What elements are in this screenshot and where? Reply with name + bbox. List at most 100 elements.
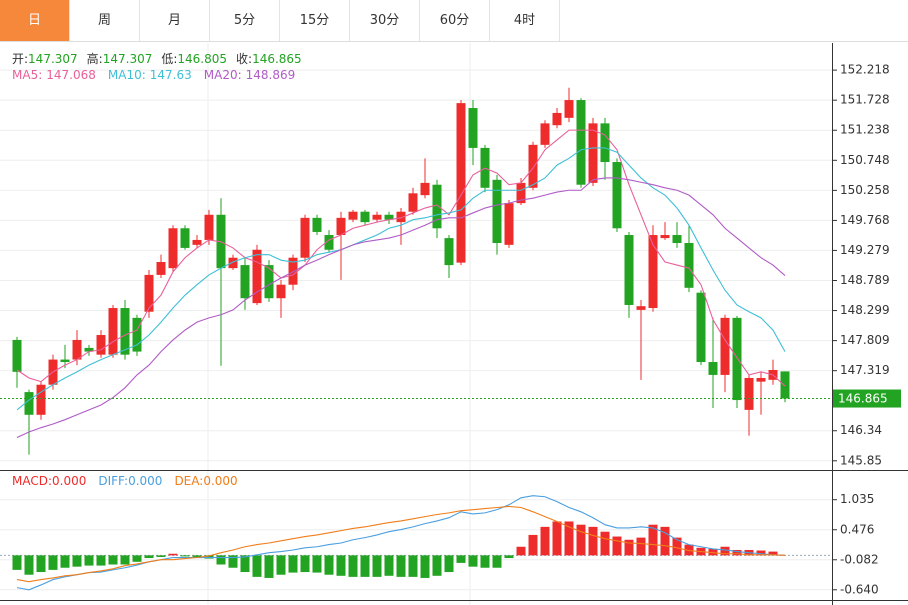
- candle-body: [552, 112, 562, 126]
- candle-body: [204, 214, 214, 240]
- ma-line: [16, 129, 786, 387]
- ma-legend: MA5: 147.068 MA10: 147.63 MA20: 148.869: [12, 68, 307, 82]
- candle-body: [684, 243, 694, 288]
- candle-body: [468, 108, 478, 148]
- macd-bar: [444, 555, 454, 573]
- macd-bar: [564, 521, 574, 556]
- y-tick-label: 151.238: [840, 123, 890, 137]
- macd-bar: [504, 555, 514, 559]
- tab[interactable]: 周: [70, 0, 140, 41]
- candle-body: [348, 211, 358, 220]
- macd-bar: [276, 555, 286, 575]
- macd-bar: [36, 555, 46, 573]
- candle-body: [420, 182, 430, 196]
- macd-bar: [132, 555, 142, 562]
- macd-bar: [180, 555, 190, 557]
- candle-body: [540, 123, 550, 145]
- macd-bar: [648, 524, 658, 556]
- legend-value: 147.068: [46, 68, 96, 82]
- macd-bar: [264, 555, 274, 578]
- candle-body: [732, 317, 742, 401]
- macd-bar: [420, 555, 430, 578]
- candle-body: [504, 203, 514, 245]
- candle-body: [780, 371, 790, 399]
- candle-body: [444, 238, 454, 266]
- y-tick-label: 146.34: [840, 423, 882, 437]
- tab[interactable]: 月: [140, 0, 210, 41]
- y-tick-label: 151.728: [840, 93, 890, 107]
- candle-body: [744, 377, 754, 410]
- macd-bar: [108, 555, 118, 565]
- macd-bar: [192, 555, 202, 557]
- candle-body: [648, 235, 658, 309]
- candle-body: [588, 123, 598, 183]
- macd-bar: [732, 549, 742, 556]
- tab[interactable]: 60分: [420, 0, 490, 41]
- tab[interactable]: 15分: [280, 0, 350, 41]
- macd-bar: [348, 555, 358, 577]
- y-tick-label: 149.279: [840, 243, 890, 257]
- candle-body: [516, 182, 526, 204]
- macd-legend: MACD:0.000 DIFF:0.000 DEA:0.000: [12, 474, 250, 488]
- y-tick-label: 149.768: [840, 213, 890, 227]
- legend-name: DIFF:: [98, 474, 129, 488]
- y-tick-label: 150.258: [840, 183, 890, 197]
- tab[interactable]: 30分: [350, 0, 420, 41]
- candle-body: [360, 211, 370, 223]
- macd-bar: [528, 534, 538, 556]
- tab[interactable]: 日: [0, 0, 70, 41]
- macd-bar: [456, 555, 466, 563]
- y-tick-label: 0.476: [840, 522, 874, 536]
- macd-bar: [612, 536, 622, 556]
- candle-body: [96, 335, 106, 355]
- macd-bar: [252, 555, 262, 577]
- current-price-box: [833, 389, 901, 408]
- macd-bar: [768, 551, 778, 556]
- ma-line: [16, 177, 786, 438]
- y-tick-label: 1.035: [840, 492, 874, 506]
- candle-body: [528, 144, 538, 188]
- candle-body: [228, 257, 238, 269]
- macd-bar: [240, 555, 250, 573]
- current-price-label: 146.865: [838, 392, 888, 406]
- ohlc-value: 147.307: [28, 52, 78, 66]
- legend-value: 0.000: [52, 474, 87, 488]
- candle-body: [576, 100, 586, 185]
- candle-body: [144, 274, 154, 312]
- candle-body: [408, 193, 418, 212]
- macd-bar: [492, 555, 502, 568]
- candle-body: [276, 284, 286, 299]
- macd-bar: [300, 555, 310, 573]
- candle-body: [696, 292, 706, 363]
- macd-bar: [24, 555, 34, 575]
- y-tick-label: 147.809: [840, 333, 890, 347]
- macd-bar: [540, 526, 550, 556]
- ohlc-label: 开:: [12, 52, 29, 66]
- candle-body: [108, 308, 118, 355]
- macd-bar: [228, 555, 238, 568]
- macd-bar: [156, 555, 166, 557]
- macd-bar: [324, 555, 334, 575]
- macd-bar: [624, 539, 634, 556]
- y-tick-label: 150.748: [840, 153, 890, 167]
- ohlc-label: 收:: [236, 52, 253, 66]
- macd-bar: [516, 546, 526, 556]
- candle-body: [300, 217, 310, 258]
- ohlc-label: 低:: [161, 52, 178, 66]
- candle-body: [384, 214, 394, 220]
- macd-bar: [120, 555, 130, 565]
- tab[interactable]: 5分: [210, 0, 280, 41]
- candle-body: [660, 235, 670, 239]
- ma-line: [16, 147, 786, 411]
- macd-bar: [396, 555, 406, 577]
- macd-bar: [720, 546, 730, 556]
- y-tick-label: 148.789: [840, 273, 890, 287]
- candle-body: [240, 265, 250, 299]
- macd-bar: [660, 526, 670, 556]
- candle-body: [708, 362, 718, 375]
- tab[interactable]: 4时: [490, 0, 560, 41]
- macd-bar: [216, 555, 226, 565]
- macd-bar: [552, 521, 562, 556]
